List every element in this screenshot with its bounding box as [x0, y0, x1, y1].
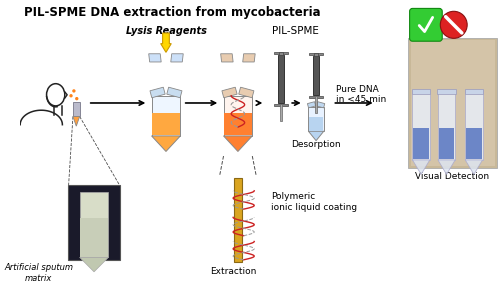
Bar	[408, 38, 497, 168]
Bar	[466, 128, 481, 159]
Bar	[80, 192, 108, 257]
Bar	[73, 102, 80, 116]
Polygon shape	[222, 87, 237, 98]
Bar	[310, 53, 323, 55]
Bar	[80, 218, 108, 257]
Polygon shape	[412, 160, 430, 174]
Bar	[466, 90, 482, 160]
Polygon shape	[73, 116, 80, 126]
Bar	[314, 56, 318, 95]
Text: Pure DNA
in <45 min: Pure DNA in <45 min	[336, 85, 386, 104]
Polygon shape	[220, 54, 233, 62]
FancyBboxPatch shape	[410, 8, 442, 41]
Polygon shape	[316, 102, 325, 108]
Polygon shape	[308, 102, 316, 108]
Bar	[274, 104, 288, 106]
Text: Extraction: Extraction	[210, 267, 256, 276]
Polygon shape	[242, 54, 255, 62]
Bar	[68, 185, 120, 260]
Bar	[224, 96, 252, 136]
Bar	[439, 128, 454, 159]
Circle shape	[70, 94, 72, 98]
Bar	[314, 53, 318, 56]
Bar	[234, 178, 242, 262]
Polygon shape	[171, 54, 183, 62]
Polygon shape	[224, 136, 252, 152]
Bar	[410, 40, 494, 166]
Polygon shape	[152, 136, 180, 152]
Bar	[309, 117, 324, 131]
Polygon shape	[150, 87, 165, 98]
Bar	[315, 96, 317, 113]
Bar	[414, 128, 429, 159]
Text: Polymeric
ionic liquid coating: Polymeric ionic liquid coating	[272, 192, 358, 212]
Bar	[274, 52, 288, 54]
Polygon shape	[238, 87, 254, 98]
Bar	[308, 107, 324, 131]
Text: PIL-SPME DNA extraction from mycobacteria: PIL-SPME DNA extraction from mycobacteri…	[24, 7, 320, 19]
Text: Artificial sputum
matrix: Artificial sputum matrix	[4, 263, 73, 283]
Circle shape	[75, 97, 78, 100]
Bar	[438, 88, 456, 94]
Bar	[279, 52, 283, 55]
Text: Visual Detection: Visual Detection	[416, 172, 490, 180]
Text: PIL-SPME: PIL-SPME	[272, 26, 319, 36]
Bar	[152, 114, 180, 136]
Bar	[224, 114, 252, 136]
Bar	[465, 88, 483, 94]
Polygon shape	[308, 131, 324, 141]
Polygon shape	[80, 257, 108, 272]
Bar	[280, 104, 282, 121]
Bar	[152, 96, 180, 136]
Text: Lysis Reagents: Lysis Reagents	[126, 26, 206, 36]
Bar	[412, 90, 430, 160]
Polygon shape	[148, 54, 161, 62]
Bar	[412, 88, 430, 94]
Text: Desorption: Desorption	[292, 140, 341, 149]
Polygon shape	[167, 87, 182, 98]
Circle shape	[440, 11, 467, 38]
Ellipse shape	[46, 84, 65, 106]
Bar	[278, 55, 284, 103]
Polygon shape	[438, 160, 455, 174]
Bar	[310, 96, 323, 98]
Circle shape	[72, 89, 76, 93]
Polygon shape	[160, 33, 172, 52]
Polygon shape	[466, 160, 482, 174]
Bar	[438, 90, 455, 160]
